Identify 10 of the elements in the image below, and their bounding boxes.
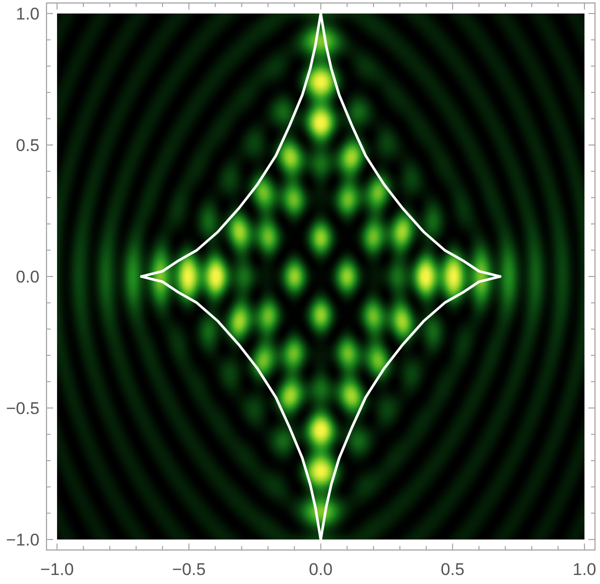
y-tick-label: −1.0 bbox=[6, 530, 40, 550]
x-tick-label: 0.5 bbox=[440, 560, 464, 579]
y-tick-label: 0.5 bbox=[16, 136, 40, 155]
x-tick-label: −1.0 bbox=[40, 560, 74, 579]
x-tick-label: −0.5 bbox=[172, 560, 206, 579]
y-tick-label: 0.0 bbox=[16, 267, 40, 286]
y-tick-label: 1.0 bbox=[16, 4, 40, 24]
y-tick-label: −0.5 bbox=[6, 398, 40, 418]
x-tick-label: 1.0 bbox=[572, 560, 596, 579]
x-tick-label: 0.0 bbox=[308, 560, 333, 579]
